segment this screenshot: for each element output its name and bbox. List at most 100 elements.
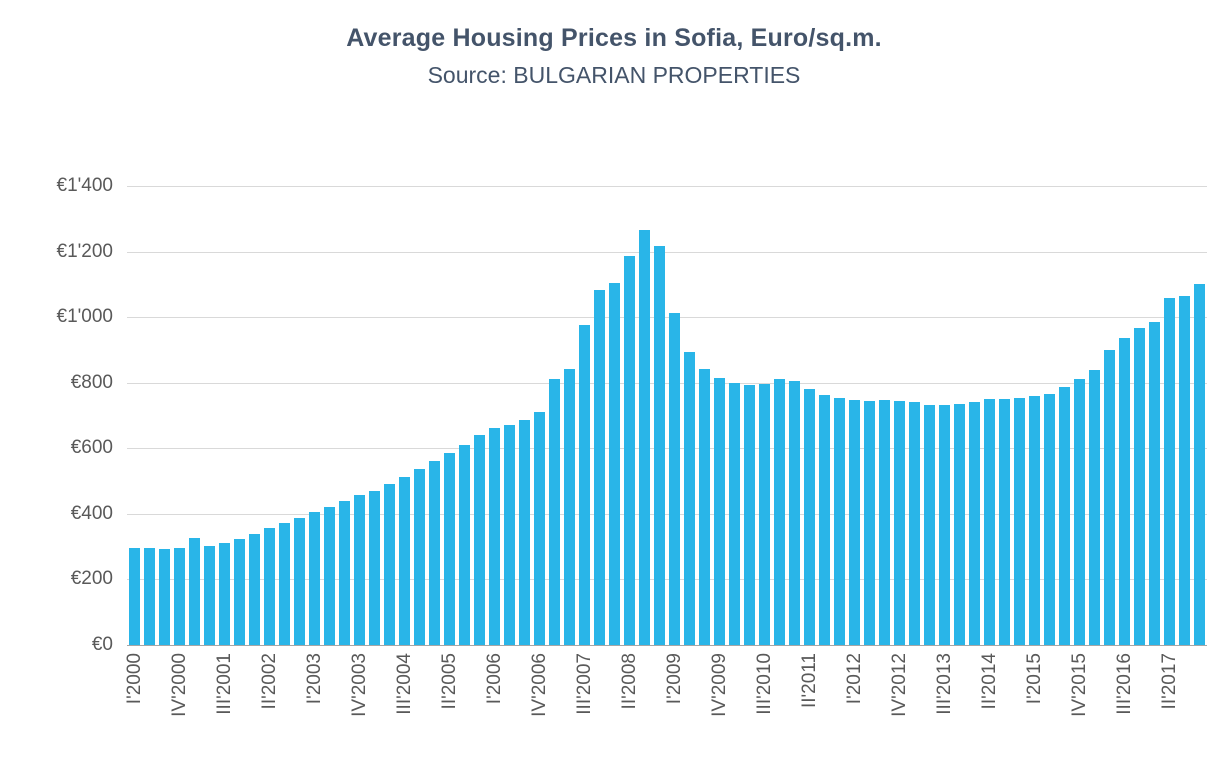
bar: [714, 377, 725, 645]
bar: [1029, 396, 1040, 645]
bar: [1194, 284, 1205, 645]
bar: [744, 385, 755, 645]
bar: [324, 506, 335, 645]
y-axis-label: €400: [70, 502, 113, 524]
bar: [684, 351, 695, 645]
bar: [939, 405, 950, 645]
bar: [369, 490, 380, 645]
y-axis-label: €200: [70, 568, 113, 590]
x-axis-label: II'2005: [438, 653, 460, 710]
bar: [294, 517, 305, 645]
gridline: [127, 186, 1207, 187]
bar: [1074, 378, 1085, 645]
bar: [234, 539, 245, 645]
bar: [1044, 393, 1055, 645]
bar: [474, 434, 485, 645]
gridline: [127, 579, 1207, 581]
bar: [384, 484, 395, 645]
y-axis-label: €600: [70, 437, 113, 459]
bar: [564, 368, 575, 645]
bar: [1089, 369, 1100, 645]
bar: [489, 427, 500, 645]
bar: [219, 543, 230, 645]
bar: [789, 380, 800, 645]
bar: [549, 378, 560, 645]
bar: [879, 399, 890, 645]
bar: [969, 402, 980, 645]
x-axis-label: IV'2015: [1068, 653, 1090, 717]
bar: [834, 397, 845, 645]
bar: [609, 283, 620, 645]
bar: [1119, 338, 1130, 645]
bar: [654, 246, 665, 645]
x-axis-label: II'2017: [1158, 653, 1180, 710]
bar: [639, 229, 650, 645]
bar: [864, 400, 875, 645]
bar: [729, 382, 740, 645]
y-axis-label: €1'400: [56, 175, 113, 196]
bar: [339, 500, 350, 645]
gridline: [127, 448, 1207, 450]
x-axis-label: II'2014: [978, 653, 1000, 710]
bar: [279, 523, 290, 645]
bar: [129, 547, 140, 645]
bar: [534, 411, 545, 645]
bar: [579, 325, 590, 645]
bar: [984, 399, 995, 645]
bar: [429, 460, 440, 645]
bar: [594, 290, 605, 645]
bar: [804, 388, 815, 645]
x-axis-label: IV'2000: [168, 653, 190, 717]
bar: [624, 256, 635, 645]
x-axis-label: II'2002: [258, 653, 280, 710]
bar: [894, 401, 905, 645]
bar: [189, 538, 200, 645]
bar: [849, 400, 860, 645]
x-axis-label: IV'2009: [708, 653, 730, 717]
x-axis-label: II'2008: [618, 653, 640, 710]
bar: [354, 495, 365, 645]
gridline: [127, 382, 1207, 384]
y-axis-label: €0: [91, 634, 113, 655]
x-axis-label: I'2006: [483, 653, 505, 705]
bar: [1104, 349, 1115, 645]
x-axis-label: III'2010: [753, 653, 775, 715]
x-axis-label: IV'2012: [888, 653, 910, 717]
bar: [924, 404, 935, 645]
bar: [1149, 322, 1160, 645]
bar: [909, 402, 920, 645]
gridline: [127, 251, 1207, 253]
bar: [999, 398, 1010, 645]
bar: [669, 312, 680, 645]
bar: [1014, 397, 1025, 645]
bar: [459, 444, 470, 645]
x-axis-label: III'2001: [213, 653, 235, 715]
bar: [759, 384, 770, 645]
x-axis-label: III'2013: [933, 653, 955, 715]
x-axis-label: III'2004: [393, 653, 415, 715]
x-axis-label: III'2016: [1113, 653, 1135, 715]
bar: [954, 403, 965, 645]
bar: [264, 528, 275, 645]
x-axis-label: IV'2006: [528, 653, 550, 717]
bar: [1164, 298, 1175, 645]
bar: [249, 533, 260, 645]
y-axis-label: €1'000: [56, 306, 113, 328]
x-axis-label: II'2011: [798, 653, 820, 709]
bar: [504, 425, 515, 645]
bar: [159, 549, 170, 645]
y-axis-label: €1'200: [56, 240, 113, 262]
x-axis-label: I'2009: [663, 653, 685, 705]
gridline: [127, 317, 1207, 319]
chart-subtitle: Source: BULGARIAN PROPERTIES: [427, 62, 801, 88]
gridline: [127, 645, 1207, 646]
x-axis-label: I'2015: [1023, 653, 1045, 705]
bar: [774, 378, 785, 645]
bar: [399, 477, 410, 645]
bar: [1179, 296, 1190, 645]
bar: [519, 420, 530, 645]
bar: [819, 394, 830, 645]
bar: [144, 547, 155, 645]
x-axis-label: III'2007: [573, 653, 595, 715]
